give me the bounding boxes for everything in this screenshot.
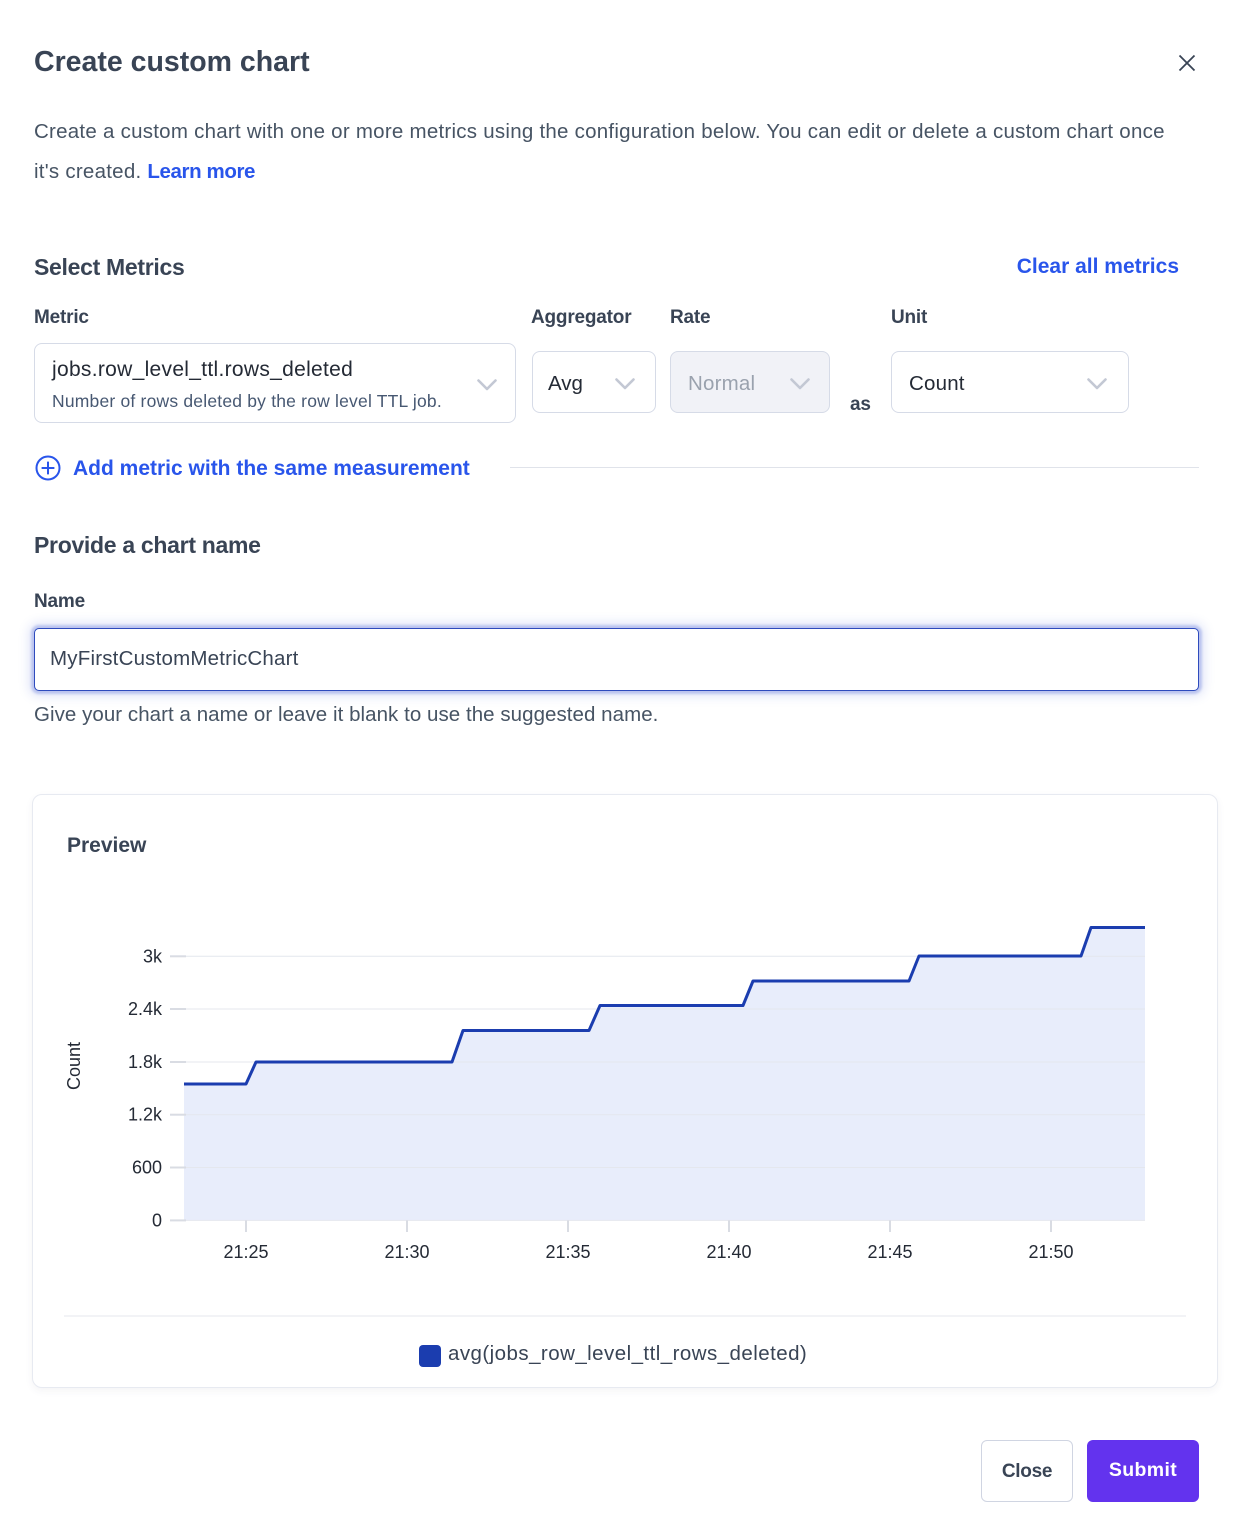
- svg-text:21:50: 21:50: [1028, 1242, 1073, 1262]
- svg-text:Count: Count: [64, 1042, 84, 1090]
- svg-text:600: 600: [132, 1158, 162, 1178]
- svg-text:21:45: 21:45: [867, 1242, 912, 1262]
- svg-text:21:40: 21:40: [706, 1242, 751, 1262]
- svg-text:2.4k: 2.4k: [128, 999, 163, 1019]
- svg-text:0: 0: [152, 1210, 162, 1230]
- svg-text:21:30: 21:30: [384, 1242, 429, 1262]
- svg-text:1.2k: 1.2k: [128, 1105, 163, 1125]
- svg-text:21:35: 21:35: [545, 1242, 590, 1262]
- svg-text:21:25: 21:25: [223, 1242, 268, 1262]
- svg-text:1.8k: 1.8k: [128, 1052, 163, 1072]
- svg-text:3k: 3k: [143, 946, 163, 966]
